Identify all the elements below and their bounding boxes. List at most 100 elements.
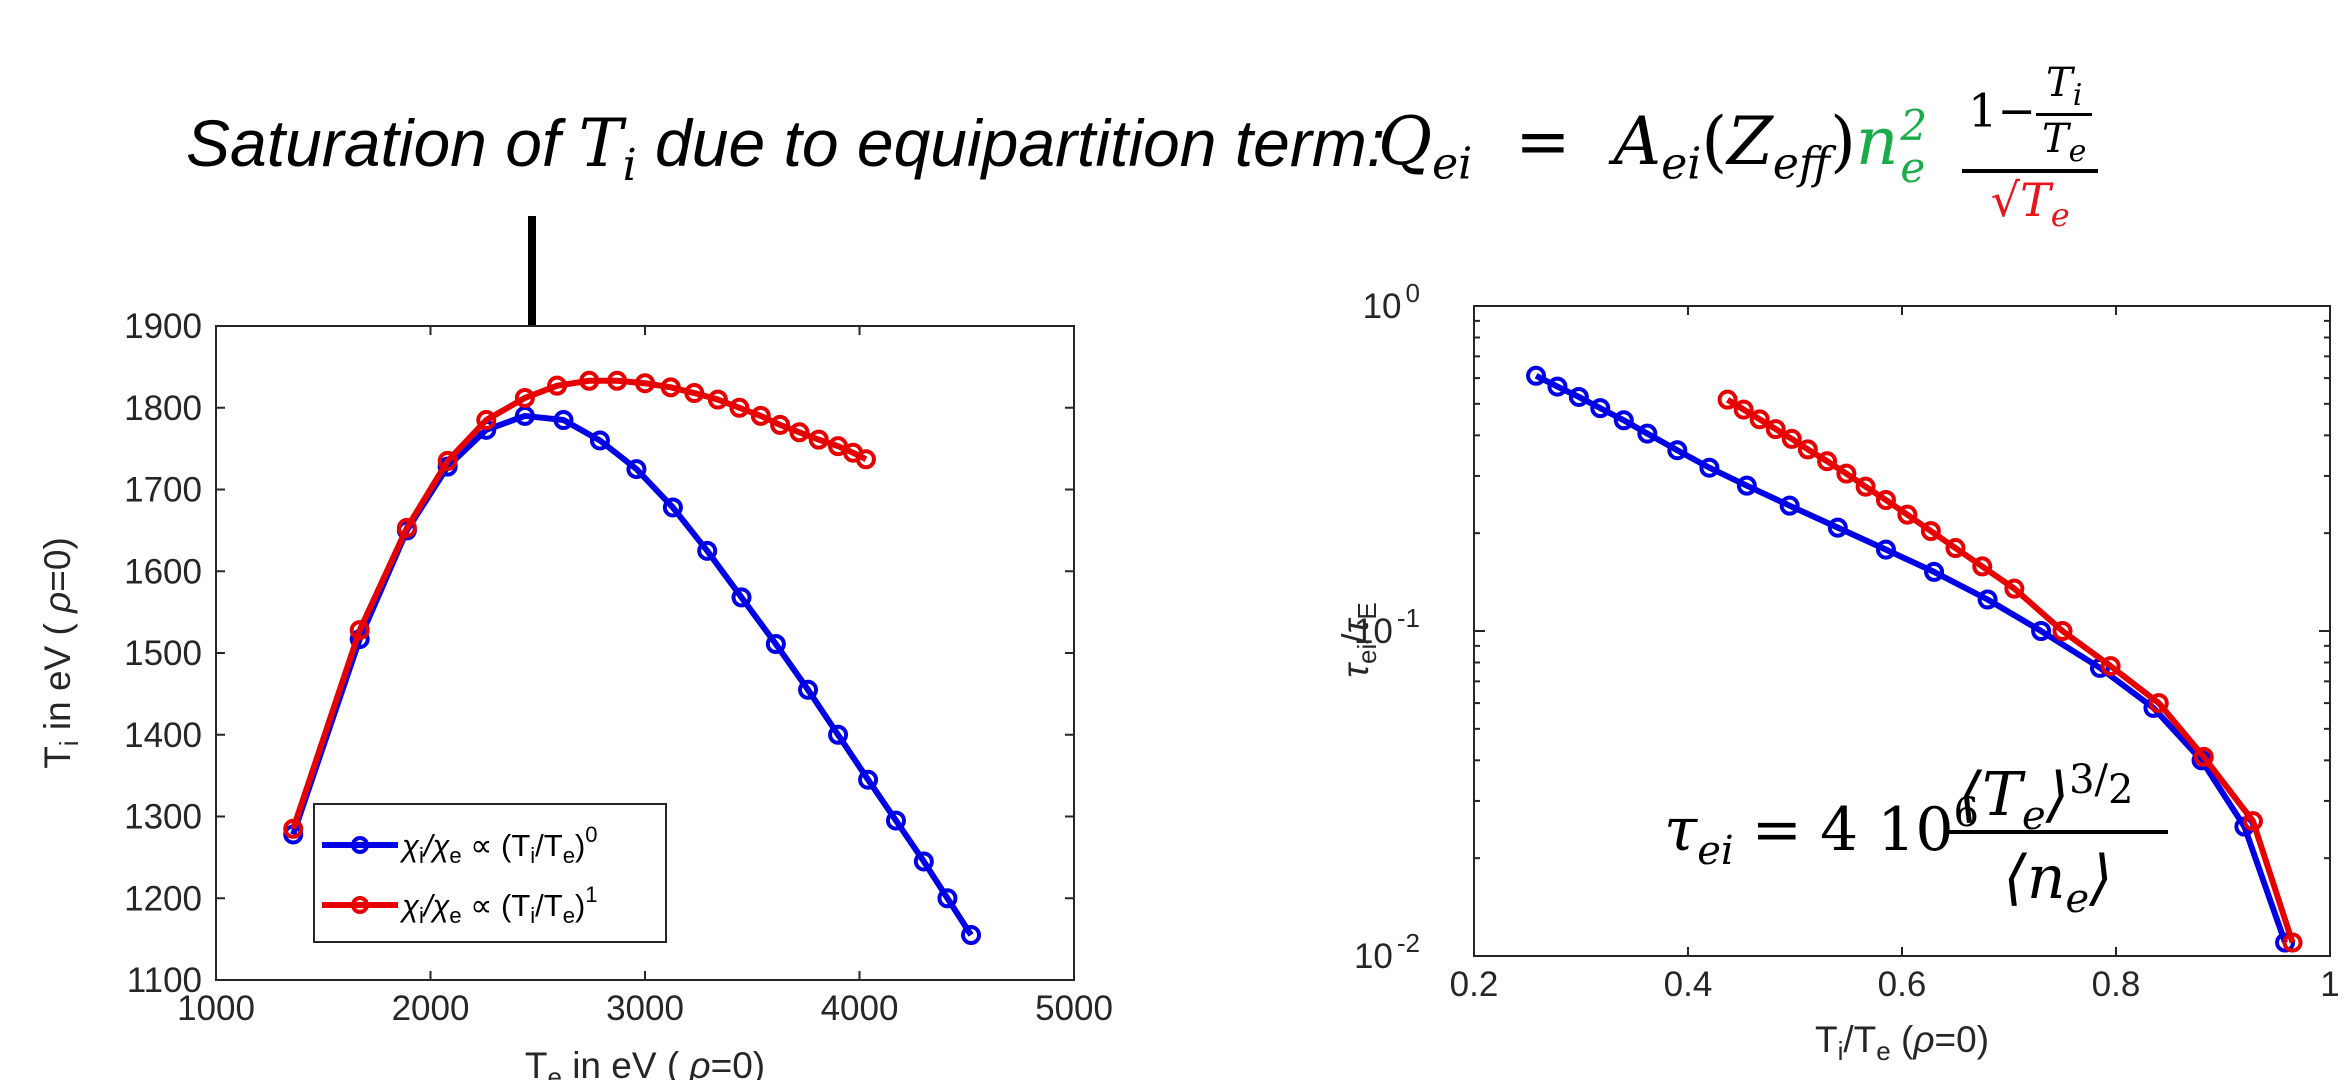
right-x-tick-label: 0.6 — [1878, 965, 1927, 1004]
left-series-0-point — [765, 634, 786, 655]
left-y-tick-label: 1300 — [124, 798, 202, 837]
tau-eq-lhs: τei = 4 106 — [1664, 790, 1979, 874]
left-x-axis-label: Te in eV ( ρ=0) — [525, 1045, 765, 1080]
left-series-1-point — [707, 389, 728, 410]
right-series-1-point — [2004, 578, 2025, 599]
legend-marker-red — [351, 896, 369, 914]
right-series-0-point — [1875, 539, 1896, 560]
left-x-tick-label: 2000 — [392, 989, 470, 1028]
eq-lhs-sub: ei — [1432, 138, 1473, 190]
left-y-tick-label: 1800 — [124, 389, 202, 428]
right-series-0-point — [1547, 376, 1568, 397]
left-series-1-point — [729, 397, 750, 418]
right-series-0-point — [1779, 495, 1800, 516]
left-y-tick-label: 1200 — [124, 879, 202, 918]
legend-marker-blue — [351, 836, 369, 854]
right-x-tick-label: 0.2 — [1450, 965, 1499, 1004]
right-y-tick-label: 10 -1 — [1354, 603, 1420, 651]
ti-vs-te-chart: 1000 2000 3000 4000 5000 1100 1200 1300 1400 1500… — [37, 307, 1113, 1080]
eq-inner-num: Ti — [2035, 60, 2093, 116]
eq-coef: A — [1613, 103, 1662, 181]
left-series-1-point — [684, 383, 705, 404]
right-x-tick-label: 1 — [2320, 965, 2339, 1004]
right-series-1-point — [1781, 428, 1802, 449]
slide-headline: Saturation of Ti due to equipartition te… — [186, 105, 1385, 191]
tau-eq-denominator: ⟨ne⟩ — [2003, 843, 2112, 922]
left-series-0-point — [885, 810, 906, 831]
left-x-tick-label: 1000 — [177, 989, 255, 1028]
right-series-0-point — [1924, 561, 1945, 582]
left-series-0-point — [798, 679, 819, 700]
right-series-0-point — [1667, 440, 1688, 461]
eq-inner-num-sub: i — [2072, 78, 2083, 113]
right-series-1-point — [2052, 621, 2073, 641]
left-series-1-point — [750, 405, 771, 426]
right-series-0-point — [1526, 365, 1547, 386]
right-series-0-point — [1613, 410, 1634, 431]
right-y-axis-label: τei/τE — [1335, 602, 1382, 678]
right-series-0-point — [1827, 517, 1848, 538]
right-series-0-point — [1736, 475, 1757, 496]
eq-num-one: 1− — [1968, 83, 2036, 138]
eq-denominator: √Te — [1962, 173, 2098, 234]
left-series-0-point — [731, 587, 752, 608]
right-series-1-point — [2100, 656, 2121, 677]
left-series-group — [283, 370, 982, 946]
left-y-tick-label: 1100 — [127, 961, 202, 1000]
left-series-1-point — [476, 410, 497, 431]
eq-paren-close: ) — [1830, 103, 1856, 181]
right-series-1-point — [2193, 746, 2214, 767]
left-x-tick-label: 3000 — [606, 989, 684, 1028]
eq-inner-den-var: T — [2041, 116, 2069, 162]
right-series-line-0 — [1534, 373, 2288, 944]
eq-fraction: 1− Ti Te √Te — [1962, 60, 2099, 234]
right-series-0-point — [1590, 398, 1611, 419]
right-y-tick-label: 10 -2 — [1354, 928, 1420, 976]
headline-suffix: due to equipartition term: — [636, 106, 1386, 180]
eq-coef-sub: ei — [1661, 138, 1702, 190]
right-y-tick-label: 10 0 — [1363, 278, 1420, 326]
eq-den-var: √T — [1990, 173, 2051, 227]
right-series-group — [1526, 365, 2303, 953]
right-series-1-point — [1836, 463, 1857, 484]
headline-prefix: Saturation of — [186, 106, 579, 180]
left-y-tick-label: 1700 — [124, 471, 202, 510]
left-x-tick-label: 4000 — [821, 989, 899, 1028]
left-legend: χi/χe ∝ (Ti/Te)0 χi/χe ∝ (Ti/Te)1 — [313, 803, 667, 943]
legend-box — [313, 803, 667, 943]
left-series-1-point — [396, 517, 417, 538]
headline-var: T — [578, 105, 623, 182]
right-series-1-point — [1920, 521, 1941, 542]
left-y-tick-label: 1500 — [124, 634, 202, 673]
right-series-0-point — [2275, 932, 2296, 953]
eq-inner-num-var: T — [2046, 60, 2073, 106]
right-series-0-point — [1568, 386, 1589, 407]
headline-var-sub: i — [622, 140, 637, 192]
left-x-tick-label: 5000 — [1035, 989, 1113, 1028]
right-series-1-point — [1972, 556, 1993, 577]
left-series-0-point — [697, 540, 718, 561]
left-series-1-point — [547, 375, 568, 396]
left-axis-ticks: 1000 2000 3000 4000 5000 1100 1200 1300 1400 1500… — [124, 307, 1113, 1028]
tau-equation: τei = 4 106 ⟨Te⟩3/2 ⟨ne⟩ — [1664, 757, 2168, 922]
eq-dens-sub: e — [1900, 143, 1926, 193]
eq-dens-sup: 2 — [1900, 101, 1928, 151]
eq-arg: Z — [1727, 103, 1773, 181]
eq-numerator: 1− Ti Te — [1962, 60, 2099, 173]
eq-dens: n — [1855, 103, 1899, 181]
legend-label-1: χi/χe ∝ (Ti/Te)1 — [399, 882, 598, 928]
right-series-1-point — [1897, 504, 1918, 525]
eq-paren-open: ( — [1701, 103, 1728, 181]
left-series-0-point — [858, 769, 879, 790]
eq-equals: = — [1515, 103, 1571, 181]
left-series-1-point — [635, 373, 655, 394]
left-series-1-point — [770, 414, 791, 435]
right-series-1-point — [1945, 538, 1966, 559]
right-series-0-point — [1977, 589, 1998, 610]
left-series-1-point — [808, 429, 829, 450]
left-series-1-point — [514, 387, 535, 408]
left-series-0-point — [662, 497, 683, 518]
left-series-0-point — [937, 888, 958, 909]
